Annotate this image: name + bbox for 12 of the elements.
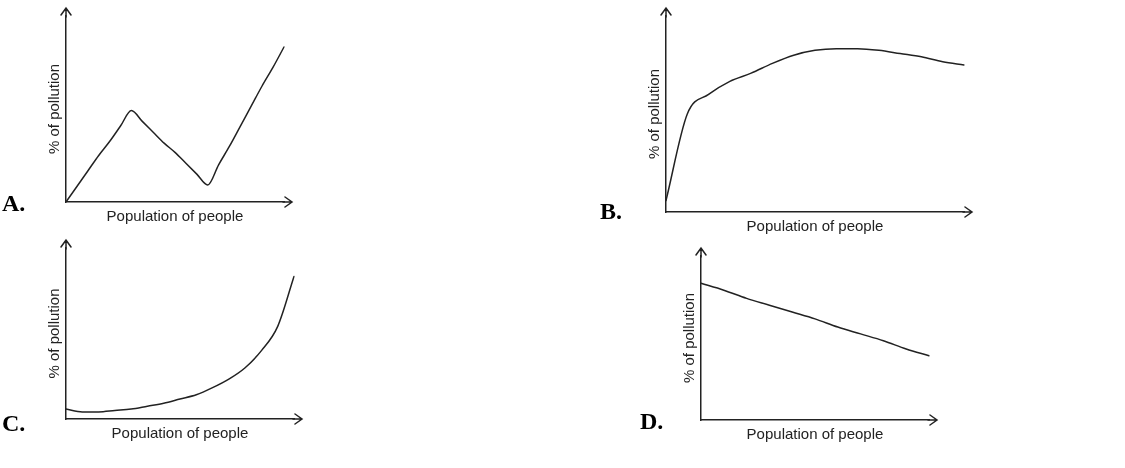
y-axis-title: % of pollution — [680, 292, 698, 384]
x-axis-title: Population of people — [106, 207, 244, 225]
x-axis-title: Population of people — [746, 425, 884, 443]
x-axis-title: Population of people — [746, 217, 884, 235]
text: A. — [2, 190, 26, 217]
text: B. — [600, 198, 623, 225]
y-axis-title: % of pollution — [45, 288, 63, 379]
text: D. — [640, 408, 664, 435]
y-axis-title: % of pollution — [45, 63, 63, 155]
x-axis-title: Population of people — [111, 424, 249, 442]
text: C. — [2, 410, 26, 437]
y-axis-title: % of pollution — [645, 68, 663, 160]
